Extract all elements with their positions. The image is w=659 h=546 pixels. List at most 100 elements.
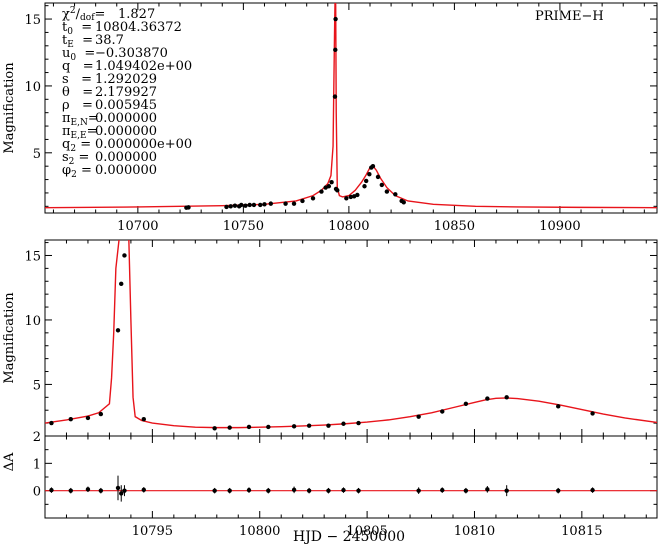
data-point [362, 184, 367, 189]
y-axis-label: Magnification [2, 292, 17, 384]
data-point [356, 488, 361, 493]
y-tick-label: 10 [24, 314, 41, 329]
data-point [227, 425, 232, 430]
x-tick-label: 10850 [434, 219, 475, 234]
data-point [239, 202, 244, 208]
plot-area [45, 3, 657, 210]
x-axis-label: HJD − 2450000 [293, 529, 405, 545]
data-point [333, 16, 338, 22]
data-point [326, 488, 331, 493]
param-rho-label: ρ = [62, 98, 93, 113]
data-point [266, 424, 271, 430]
param-s-value: 1.292029 [95, 72, 157, 87]
x-tick-label: 10795 [132, 524, 173, 539]
data-point [247, 202, 252, 208]
x-tick-label: 10810 [454, 524, 495, 539]
y-tick-label: 2 [33, 430, 41, 445]
param-q2-label: q2 = [62, 137, 91, 154]
data-point [344, 196, 349, 201]
data-point [332, 94, 338, 99]
data-point [243, 203, 248, 208]
data-point [504, 395, 509, 400]
top-panel: 10700 10750 10800 10850 10900 5 10 15 Magnificat… [2, 2, 658, 234]
data-point [504, 488, 509, 493]
data-point [393, 192, 398, 197]
data-point [212, 488, 217, 493]
data-point [333, 47, 338, 53]
param-u0-label: u0 = [62, 46, 95, 63]
data-point [370, 163, 376, 169]
data-point [227, 488, 232, 493]
param-u0-value: −0.303870 [95, 46, 168, 61]
data-point [341, 487, 346, 493]
data-point [463, 488, 469, 493]
param-chi2-value: 1.827 [118, 7, 155, 22]
data-point [122, 488, 127, 493]
data-point [49, 420, 54, 426]
data-point [310, 196, 316, 201]
param-tE-value: 38.7 [95, 33, 124, 48]
param-theta-label: θ = [62, 85, 93, 100]
param-piEN-value: 0.000000 [95, 111, 157, 126]
data-point [485, 487, 490, 492]
data-point [98, 411, 104, 417]
data-point [355, 192, 360, 198]
model-curve [45, 3, 657, 209]
data-point [141, 417, 146, 422]
data-point [348, 194, 353, 200]
data-point [300, 198, 305, 204]
param-phi2-value: 0.000000 [95, 163, 157, 178]
data-point [416, 488, 421, 493]
y-tick-label: 10 [24, 80, 41, 95]
data-point [306, 423, 312, 428]
data-point [341, 421, 346, 426]
plot-area [45, 475, 657, 502]
data-point [268, 201, 274, 206]
data-point [556, 488, 561, 493]
param-s-label: s = [62, 72, 92, 87]
param-q-label: q = [62, 59, 94, 74]
data-point [224, 204, 229, 210]
data-point [115, 485, 121, 491]
data-point [85, 415, 91, 421]
data-point [319, 189, 324, 194]
x-tick-label: 10800 [328, 219, 369, 234]
data-point [440, 409, 445, 414]
x-tick-label: 10900 [539, 219, 580, 234]
param-t0-value: 10804.36372 [95, 20, 182, 35]
data-point [440, 487, 445, 493]
data-point [246, 424, 252, 430]
param-theta-value: 2.179927 [95, 85, 157, 100]
data-point [49, 487, 54, 493]
data-point [266, 488, 271, 493]
data-point [356, 420, 361, 426]
data-point [291, 424, 297, 429]
data-point [119, 491, 124, 496]
data-point [119, 281, 124, 287]
data-point [367, 172, 372, 177]
x-tick-label: 10815 [561, 524, 602, 539]
data-point [291, 201, 297, 206]
y-axis-label: Magnification [2, 62, 17, 154]
param-s2-value: 0.000000 [95, 150, 157, 165]
y-tick-label: 15 [24, 249, 41, 264]
fit-parameters: χ2/dof= 1.827 t0 = 10804.36372 tE = 38.7… [62, 6, 192, 180]
x-tick-label: 10750 [223, 219, 264, 234]
data-point [306, 488, 312, 493]
model-curve [45, 240, 657, 429]
data-point [375, 174, 381, 180]
data-point [251, 202, 257, 208]
plot-frame [44, 2, 658, 214]
y-tick-label: 1 [33, 457, 41, 472]
data-point [335, 188, 340, 193]
data-point [232, 203, 238, 208]
x-tick-label: 10700 [117, 219, 158, 234]
data-point [401, 200, 406, 205]
x-tick-label: 10805 [346, 524, 387, 539]
plot-area [45, 240, 657, 431]
data-point [98, 488, 104, 493]
param-piEE-value: 0.000000 [95, 124, 157, 139]
plot-frame [44, 435, 658, 519]
data-point [326, 423, 331, 428]
